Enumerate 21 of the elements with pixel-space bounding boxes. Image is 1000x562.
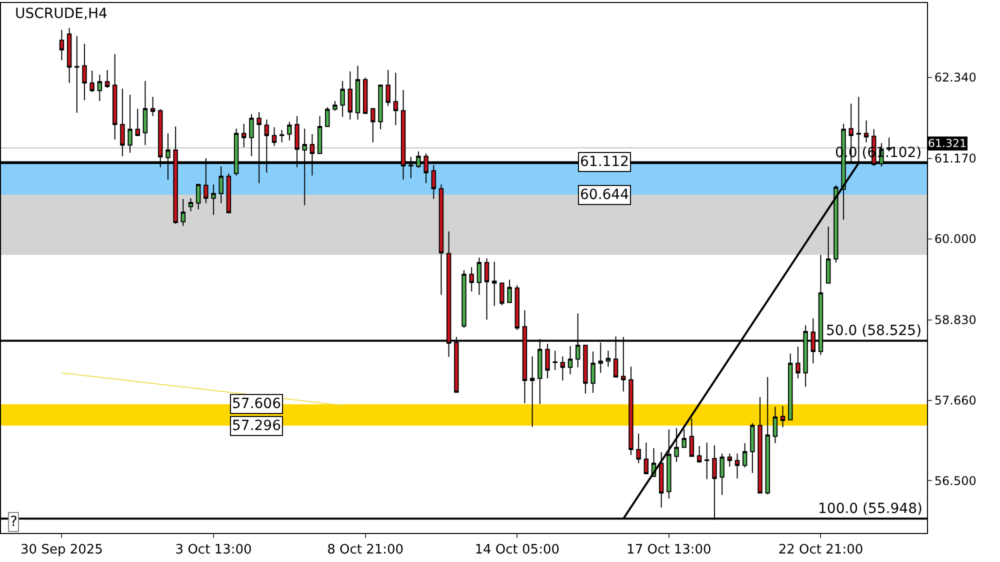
annotation: 60.644 [580,187,630,203]
y-tick-label: 60.000 [934,232,976,246]
annotation: 61.112 [580,154,629,170]
x-tick-label: 30 Sep 2025 [20,542,103,558]
x-tick-label: 17 Oct 13:00 [626,542,712,558]
x-tick-label: 8 Oct 21:00 [327,542,404,558]
ref-line-label: 61.321 [928,137,966,150]
ref-line-label: 50.0 (58.525) [826,323,922,339]
y-tick-label: 56.500 [934,474,976,488]
y-tick-label: 58.830 [934,312,976,327]
annotation: 57.296 [232,418,282,434]
x-tick-label: 14 Oct 05:00 [474,542,560,558]
x-tick-label: 3 Oct 13:00 [175,542,252,558]
chart-title: USCRUDE,H4 [15,6,108,22]
y-tick-label: 61.170 [934,151,976,166]
annotation: 57.606 [232,396,282,412]
ref-line-label: 100.0 (55.948) [818,501,922,517]
x-tick-label: 22 Oct 21:00 [778,542,864,558]
y-tick-label: 62.340 [934,70,976,85]
text: ? [10,514,18,530]
y-tick-label: 57.660 [934,394,976,408]
